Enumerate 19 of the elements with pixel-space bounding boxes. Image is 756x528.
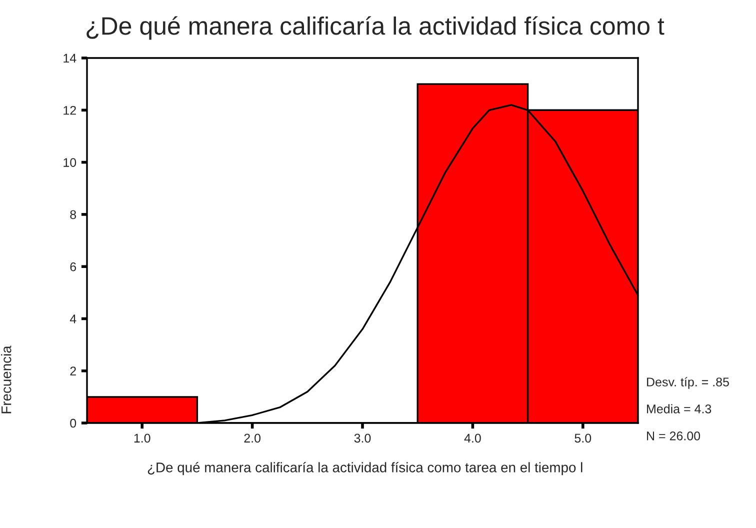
x-axis-title: ¿De qué manera calificaría la actividad física como tarea en el tiempo l (148, 462, 582, 476)
x-tick-label: 2.0 (244, 434, 260, 443)
y-tick-label: 6 (70, 262, 76, 272)
y-axis-title: Frecuencia (1, 346, 12, 414)
text: N = 26.00 (647, 432, 700, 440)
chart-title: ¿De qué manera calificaría la actividad física como t (86, 16, 664, 40)
x-tick-label: 3.0 (354, 434, 371, 443)
x-tick-label: 4.0 (464, 434, 481, 443)
y-tick-label: 14 (64, 54, 76, 63)
y-tick-label: 8 (70, 210, 76, 220)
y-tick-label: 2 (70, 366, 76, 376)
y-tick-label: 0 (70, 418, 76, 428)
text: Desv. típ. = .85 (647, 377, 729, 389)
y-tick-label: 4 (70, 314, 76, 324)
text: Media = 4.3 (647, 404, 712, 414)
y-tick-label: 12 (64, 106, 76, 115)
x-tick-label: 5.0 (574, 434, 592, 443)
y-tick-label: 10 (64, 158, 76, 167)
x-tick-label: 1.0 (134, 434, 150, 443)
